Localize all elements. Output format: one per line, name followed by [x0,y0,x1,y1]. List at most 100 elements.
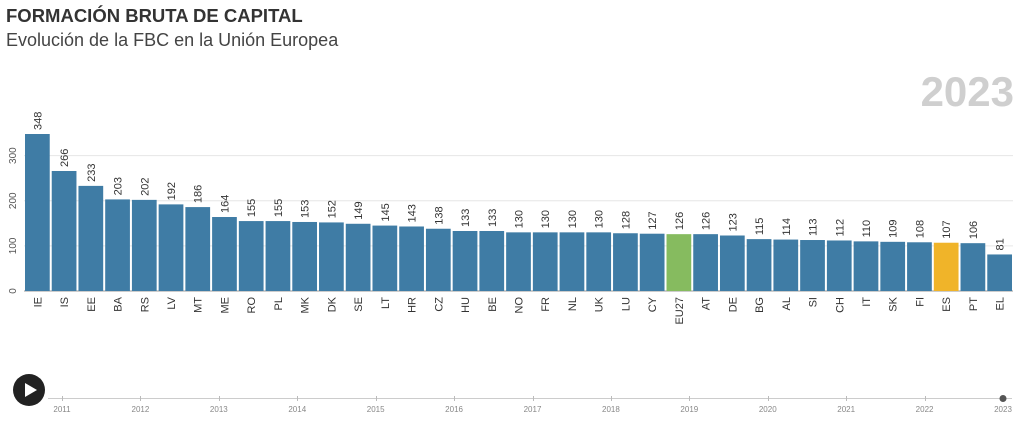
x-tick-label: FR [540,297,552,312]
timeline-track[interactable] [48,398,1012,399]
timeline-tick [375,396,377,401]
timeline-year-2022[interactable]: 2022 [915,405,934,414]
bar-cy [639,233,665,291]
x-tick-label: IS [59,297,71,307]
x-tick-label: BE [487,297,499,312]
data-label: 149 [353,201,365,219]
x-tick-label: MT [193,297,205,313]
bar-ee [78,185,104,291]
data-label: 110 [861,220,873,238]
bar-lv [158,204,184,291]
bar-cz [425,228,451,291]
bar-hr [399,226,424,291]
timeline-year-2013[interactable]: 2013 [209,405,228,414]
data-label: 202 [139,178,151,196]
x-tick-label: PT [968,297,980,311]
y-tick-label: 0 [8,288,19,294]
data-label: 133 [460,209,472,227]
x-tick-label: DE [727,297,739,312]
timeline-year-2011[interactable]: 2011 [53,405,71,414]
timeline-year-2014[interactable]: 2014 [288,405,307,414]
bar-mt [185,207,211,291]
bar-sk [880,241,906,291]
bar-de [719,235,745,291]
y-tick-label: 200 [8,192,19,209]
data-label: 153 [300,200,312,218]
bar-fi [907,242,932,291]
x-tick-label: IE [32,297,44,307]
timeline-tick [846,396,848,401]
timeline-year-2023[interactable]: 2023 [994,405,1012,414]
x-tick-label: FI [914,297,926,307]
x-tick-label: MK [300,296,312,313]
data-label: 233 [86,164,98,182]
x-tick-label: AT [701,297,713,311]
x-tick-label: CY [647,296,659,312]
y-tick-label: 300 [8,147,19,164]
data-label: 130 [514,210,526,228]
x-tick-label: EL [995,297,1007,310]
x-tick-label: UK [594,296,606,312]
x-tick-label: SE [353,297,365,312]
timeline-handle[interactable] [999,395,1007,402]
x-tick-label: ME [219,297,231,314]
timeline-tick [140,396,142,401]
bar-si [800,240,825,291]
bar-is [51,170,77,291]
bar-ie [25,134,50,291]
data-label: 138 [433,206,445,224]
data-label: 112 [834,219,846,237]
timeline-tick [924,396,926,401]
data-label: 266 [59,149,71,167]
x-tick-label: RO [246,297,258,314]
data-label: 115 [754,218,766,236]
chart-subtitle: Evolución de la FBC en la Unión Europea [6,30,339,50]
timeline-year-2015[interactable]: 2015 [366,405,385,414]
chart-title: FORMACIÓN BRUTA DE CAPITAL [6,5,303,26]
data-label: 109 [888,219,900,237]
bar-it [853,241,879,291]
x-tick-label: ES [941,297,953,312]
timeline-year-2017[interactable]: 2017 [523,405,542,414]
timeline-tick [610,396,612,401]
data-label: 145 [380,203,392,221]
data-label: 123 [727,213,739,231]
bar-es [933,242,959,291]
x-tick-label: AL [781,297,793,310]
x-tick-label: BG [754,297,766,313]
bar-lt [372,225,398,291]
x-tick-label: HR [407,297,419,313]
bar-lu [613,233,638,291]
data-label: 126 [674,212,686,230]
data-label: 130 [567,210,579,228]
bar-mk [292,221,318,291]
timeline-year-2020[interactable]: 2020 [758,405,777,414]
data-label: 114 [781,218,793,236]
bar-no [506,232,531,291]
data-label: 113 [808,218,820,236]
x-tick-label: RS [139,297,151,312]
data-label: 143 [407,204,419,222]
timeline-year-2019[interactable]: 2019 [680,405,699,414]
play-icon [25,383,37,397]
data-label: 155 [246,199,258,217]
timeline-tick [767,396,769,401]
data-label: 186 [193,185,205,203]
timeline-year-2016[interactable]: 2016 [445,405,463,414]
timeline-year-2021[interactable]: 2021 [837,405,856,414]
timeline-year-2018[interactable]: 2018 [602,405,620,414]
data-label: 152 [326,200,338,218]
play-button[interactable] [13,374,45,406]
current-year-label: 2023 [920,68,1014,115]
x-tick-label: PL [273,297,285,310]
x-tick-label: SI [808,297,820,307]
timeline-year-2012[interactable]: 2012 [131,405,150,414]
x-tick-label: BA [113,296,125,311]
bar-me [212,217,237,291]
timeline-tick [454,396,456,401]
bar-pl [265,221,291,291]
bar-fr [532,232,558,291]
data-label: 126 [701,212,713,230]
bar-uk [586,232,612,291]
bar-dk [319,222,344,291]
